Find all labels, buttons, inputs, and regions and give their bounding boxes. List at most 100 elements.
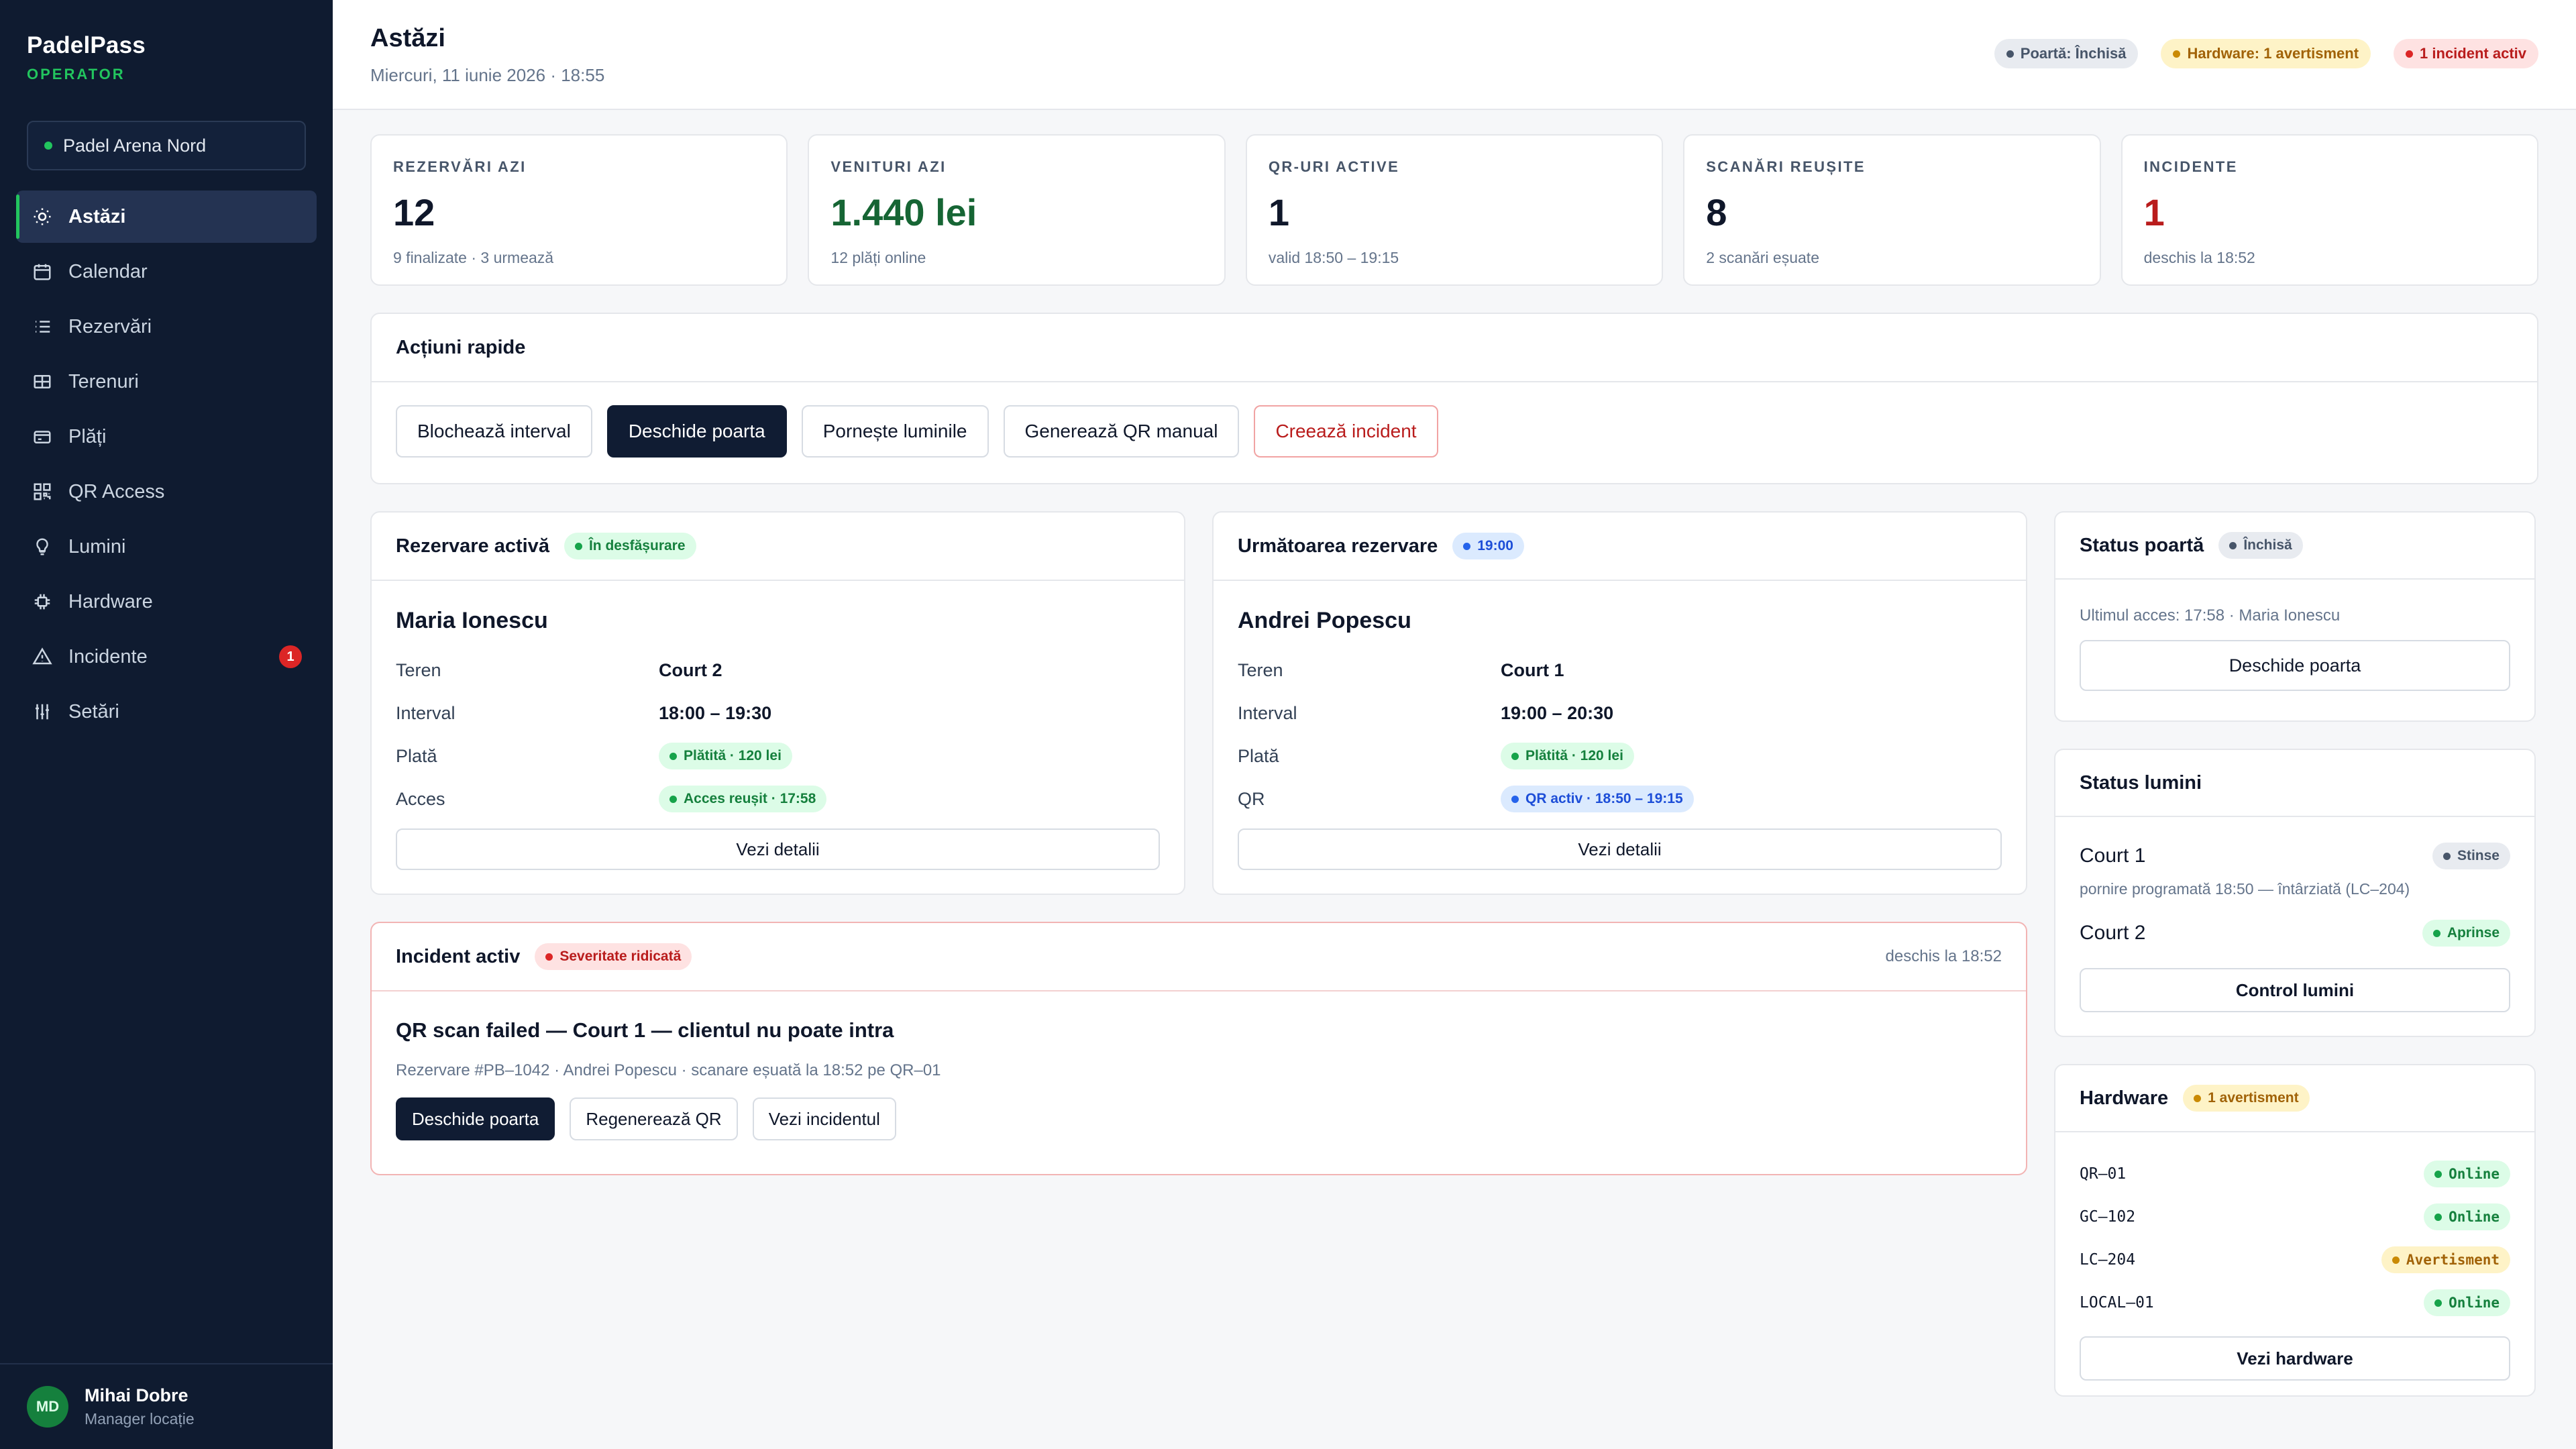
access-badge: Acces reușit · 17:58 [659, 786, 827, 812]
main-grid: Rezervare activă În desfășurare Maria Io… [370, 511, 2538, 1397]
stat-card-incidente: INCIDENTE 1 deschis la 18:52 [2121, 134, 2539, 286]
chip-icon [31, 590, 54, 613]
sidebar-item-plati[interactable]: Plăți [16, 411, 317, 463]
customer-name: Maria Ionescu [396, 608, 548, 633]
page-date: Miercuri, 11 iunie 2026 · 18:55 [370, 65, 605, 85]
card-title: Status poartă [2080, 534, 2204, 556]
open-gate-button[interactable]: Deschide poarta [606, 405, 787, 458]
stat-card-venituri: VENITURI AZI 1.440 lei 12 plăți online [808, 134, 1226, 286]
qr-badge: QR activ · 18:50 – 19:15 [1501, 786, 1694, 812]
detail-row-access: Acces Acces reușit · 17:58 [396, 777, 1160, 820]
light-row-court-1: Court 1 Stinse [2080, 837, 2510, 875]
sidebar-item-rezervari[interactable]: Rezervări [16, 301, 317, 353]
detail-row-interval: Interval 18:00 – 19:30 [396, 702, 772, 723]
incident-open-gate-button[interactable]: Deschide poarta [396, 1097, 555, 1140]
hardware-card: Hardware 1 avertisment QR–01 Online GC–10… [2054, 1064, 2536, 1397]
stat-card-qr: QR-URI ACTIVE 1 valid 18:50 – 19:15 [1245, 134, 1664, 286]
hardware-status-badge: Hardware: 1 avertisment [2161, 39, 2371, 68]
location-selector[interactable]: Padel Arena Nord [27, 121, 306, 170]
lights-status-card: Status lumini Court 1 Stinse pornire pro… [2054, 749, 2536, 1037]
light-status-badge: Stinse [2432, 843, 2510, 869]
sidebar-item-label: Calendar [68, 260, 148, 282]
payment-badge: Plătită · 120 lei [1501, 743, 1634, 769]
stat-value: 12 [393, 191, 435, 233]
location-status-dot [44, 142, 52, 150]
quick-actions-card: Acțiuni rapide Blochează interval Deschi… [370, 313, 2538, 484]
device-row: QR–01 Online [2080, 1152, 2510, 1195]
list-icon [31, 315, 54, 338]
lights-on-button[interactable]: Pornește luminile [801, 405, 989, 458]
lightbulb-icon [31, 535, 54, 558]
customer-name: Andrei Popescu [1238, 608, 1411, 633]
card-title: Următoarea rezervare [1238, 535, 1438, 557]
lights-control-button[interactable]: Control lumini [2080, 968, 2510, 1012]
gate-open-button[interactable]: Deschide poarta [2080, 640, 2510, 691]
sidebar-item-label: Hardware [68, 590, 153, 612]
sidebar-item-terenuri[interactable]: Terenuri [16, 356, 317, 408]
device-status-badge: Online [2424, 1289, 2510, 1316]
sidebar-item-label: QR Access [68, 480, 165, 502]
location-name: Padel Arena Nord [63, 135, 207, 156]
sidebar-item-astazi[interactable]: Astăzi [16, 191, 317, 243]
right-column: Status poartă Închisă Ultimul acces: 17:… [2054, 511, 2536, 1397]
stat-card-rezervari: REZERVĂRI AZI 12 9 finalizate · 3 urmeaz… [370, 134, 788, 286]
light-status-badge: Aprinse [2422, 920, 2510, 947]
regenerate-qr-button[interactable]: Regenerează QR [570, 1097, 738, 1140]
stat-label: QR-URI ACTIVE [1268, 158, 1400, 175]
calendar-icon [31, 260, 54, 283]
gate-status-card: Status poartă Închisă Ultimul acces: 17:… [2054, 511, 2536, 722]
incident-headline: QR scan failed — Court 1 — clientul nu p… [396, 1018, 894, 1042]
device-row: LC–204 Avertisment [2080, 1238, 2510, 1281]
qr-code-icon [31, 480, 54, 503]
view-details-button[interactable]: Vezi detalii [396, 828, 1160, 870]
stat-sub: deschis la 18:52 [2143, 249, 2255, 266]
sidebar-item-lumini[interactable]: Lumini [16, 521, 317, 573]
view-hardware-button[interactable]: Vezi hardware [2080, 1336, 2510, 1381]
card-header: Rezervare activă În desfășurare [372, 513, 1184, 581]
sidebar-item-setari[interactable]: Setări [16, 686, 317, 738]
sidebar-item-label: Terenuri [68, 370, 139, 392]
incident-opened-time: deschis la 18:52 [1885, 947, 2002, 965]
view-incident-button[interactable]: Vezi incidentul [752, 1097, 896, 1140]
left-column: Rezervare activă În desfășurare Maria Io… [370, 511, 2027, 1397]
detail-row-interval: Interval 19:00 – 20:30 [1238, 702, 1614, 723]
detail-row-court: Teren Court 1 [1238, 659, 1564, 680]
time-badge: 19:00 [1452, 533, 1524, 559]
status-badge: În desfășurare [564, 533, 696, 559]
gate-status-badge: Închisă [2218, 532, 2303, 559]
sidebar-item-label: Plăți [68, 425, 107, 447]
gate-status-badge: Poartă: Închisă [1994, 39, 2139, 68]
sidebar-item-label: Rezervări [68, 315, 152, 337]
sidebar-item-label: Astăzi [68, 205, 126, 227]
stat-sub: 12 plăți online [830, 249, 926, 266]
stat-value: 8 [1706, 191, 1727, 233]
last-access: Ultimul acces: 17:58 · Maria Ionescu [2080, 606, 2341, 625]
create-incident-button[interactable]: Creează incident [1254, 405, 1438, 458]
sidebar-item-hardware[interactable]: Hardware [16, 576, 317, 628]
reservations-row: Rezervare activă În desfășurare Maria Io… [370, 511, 2027, 895]
sidebar-item-calendar[interactable]: Calendar [16, 246, 317, 298]
quick-actions-title: Acțiuni rapide [372, 314, 2537, 382]
sliders-icon [31, 700, 54, 723]
user-name: Mihai Dobre [85, 1385, 189, 1405]
page-header: Astăzi Miercuri, 11 iunie 2026 · 18:55 P… [333, 0, 2576, 110]
light-row-court-2: Court 2 Aprinse [2080, 914, 2510, 952]
generate-qr-button[interactable]: Generează QR manual [1003, 405, 1240, 458]
sidebar: PadelPass OPERATOR Padel Arena Nord Astă… [0, 0, 333, 1449]
sidebar-item-incidente[interactable]: Incidente 1 [16, 631, 317, 683]
stat-sub: 2 scanări eșuate [1706, 249, 1819, 266]
page-title: Astăzi [370, 24, 445, 52]
sun-icon [31, 205, 54, 228]
stat-label: INCIDENTE [2143, 158, 2238, 175]
stats-row: REZERVĂRI AZI 12 9 finalizate · 3 urmeaz… [370, 134, 2539, 286]
brand: PadelPass OPERATOR [0, 0, 333, 83]
view-details-button[interactable]: Vezi detalii [1238, 828, 2002, 870]
user-profile[interactable]: MD Mihai Dobre Manager locație [0, 1363, 333, 1449]
sidebar-item-qr-access[interactable]: QR Access [16, 466, 317, 518]
card-header: Următoarea rezervare 19:00 [1214, 513, 2026, 581]
card-title: Hardware [2080, 1087, 2169, 1109]
block-interval-button[interactable]: Blochează interval [396, 405, 592, 458]
active-reservation-card: Rezervare activă În desfășurare Maria Io… [370, 511, 1185, 895]
payment-badge: Plătită · 120 lei [659, 743, 792, 769]
